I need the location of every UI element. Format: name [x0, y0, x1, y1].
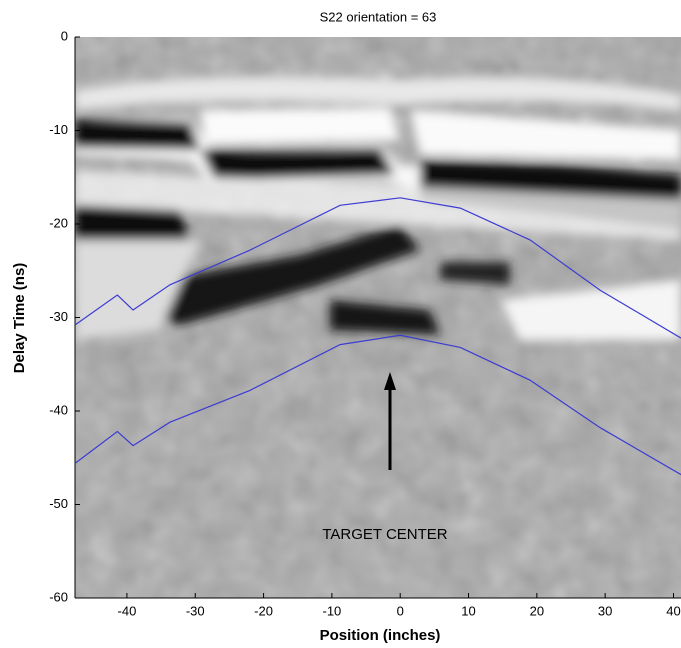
x-tick-label: 40 — [666, 603, 680, 618]
y-tick-label: -20 — [49, 215, 68, 230]
x-tick-label: 10 — [461, 603, 475, 618]
arrow-head — [384, 372, 396, 390]
y-tick-label: -30 — [49, 309, 68, 324]
annotation: TARGET CENTER — [322, 526, 447, 543]
y-tick-label: -10 — [49, 122, 68, 137]
y-tick-label: -60 — [49, 589, 68, 604]
x-tick-label: -20 — [254, 603, 273, 618]
y-tick-label: 0 — [61, 28, 68, 43]
curve — [74, 197, 681, 339]
chart-title: S22 orientation = 63 — [320, 9, 437, 24]
x-tick-label: -10 — [322, 603, 341, 618]
x-tick-label: -40 — [118, 603, 137, 618]
x-tick-label: 30 — [598, 603, 612, 618]
y-tick-label: -40 — [49, 402, 68, 417]
x-axis-label: Position (inches) — [320, 627, 441, 644]
y-axis-label: Delay Time (ns) — [11, 263, 28, 374]
x-tick-label: -30 — [186, 603, 205, 618]
y-tick-label: -50 — [49, 496, 68, 511]
curve — [74, 334, 681, 476]
radargram-image — [75, 37, 681, 598]
x-tick-label: 20 — [530, 603, 544, 618]
x-tick-label: 0 — [397, 603, 404, 618]
